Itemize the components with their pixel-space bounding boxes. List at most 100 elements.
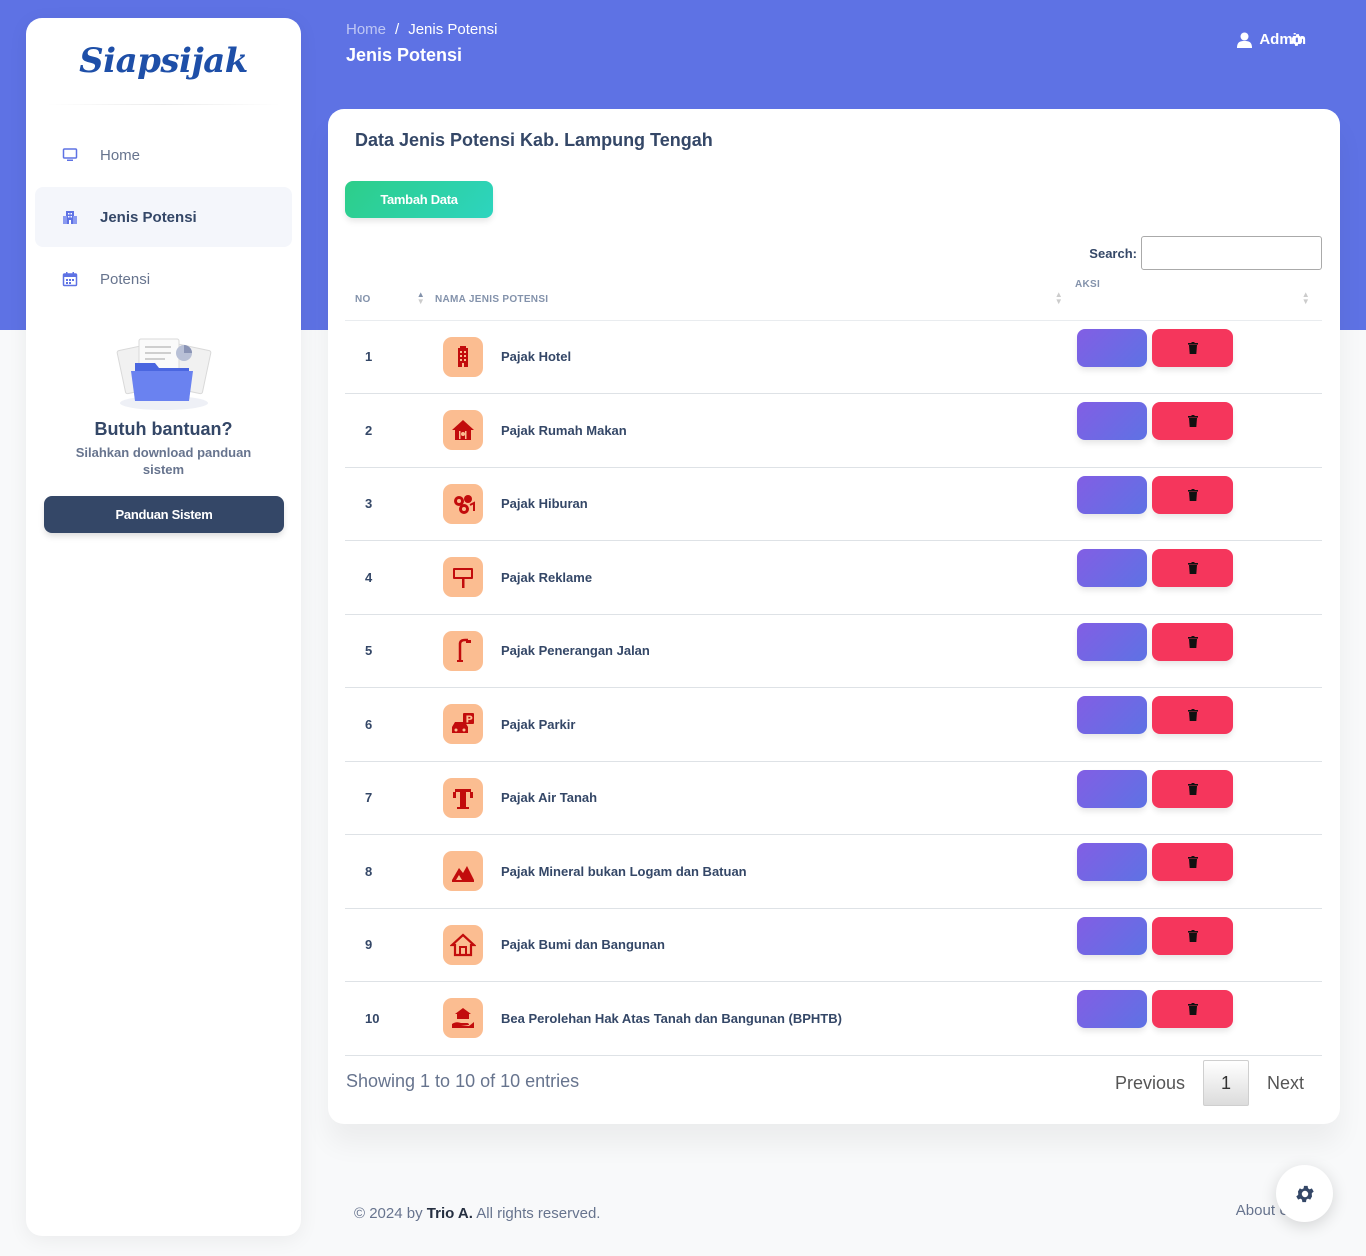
edit-button[interactable] [1077,622,1147,661]
row-actions [1075,981,1322,1056]
search-label: Search: [1089,245,1137,261]
row-name-cell: Pajak Mineral bukan Logam dan Batuan [435,834,1075,909]
row-actions [1075,320,1322,394]
user-icon [1237,32,1253,48]
breadcrumb-home-link[interactable]: Home [346,21,387,38]
column-header-aksi[interactable]: Aksi ▲ ▼ [1075,279,1322,321]
row-actions [1075,687,1322,762]
action-buttons [1075,990,1322,1028]
row-actions [1075,614,1322,688]
table-row: 3 Pajak Hiburan [345,467,1322,541]
tambah-data-button[interactable]: Tambah Data [345,181,493,218]
house-icon [443,924,483,965]
row-actions [1075,540,1322,615]
column-header-nama[interactable]: Nama Jenis Potensi ▲ ▼ [435,279,1075,321]
row-name-cell: Pajak Hotel [435,320,1075,394]
edit-button[interactable] [1077,328,1147,367]
delete-button[interactable] [1152,990,1233,1028]
row-name-wrap: Bea Perolehan Hak Atas Tanah dan Banguna… [435,998,1075,1039]
sidebar-divider [46,104,281,105]
edit-button[interactable] [1077,402,1147,440]
sidebar-item-home[interactable]: Home [35,125,292,185]
brand-logo[interactable]: Siapsijak [26,18,301,104]
panduan-sistem-button[interactable]: Panduan Sistem [44,496,284,533]
delete-button[interactable] [1152,769,1233,808]
table-row: 2 Pajak Rumah Makan [345,393,1322,468]
restaurant-icon [443,410,483,451]
row-number: 3 [345,467,435,541]
row-name: Pajak Penerangan Jalan [501,643,650,659]
row-name-cell: Pajak Penerangan Jalan [435,614,1075,688]
delete-button[interactable] [1152,843,1233,881]
search-box: Search: [1089,236,1322,270]
row-name: Pajak Parkir [501,716,576,732]
delete-button[interactable] [1152,328,1233,367]
table-row: 1 Pajak Hotel [345,320,1322,394]
gear-icon [1295,1185,1314,1202]
edit-button[interactable] [1077,696,1147,734]
row-actions [1075,908,1322,982]
action-buttons [1075,843,1322,881]
row-name-cell: Pajak Reklame [435,540,1075,615]
sidebar-item-label: Home [100,146,141,164]
sidebar-item-potensi[interactable]: Potensi [35,249,292,309]
edit-button[interactable] [1077,549,1147,587]
building-icon [62,209,78,225]
action-buttons [1075,916,1322,955]
row-name-wrap: Pajak Mineral bukan Logam dan Batuan [435,851,1075,892]
delete-button[interactable] [1152,696,1233,734]
edit-button[interactable] [1077,916,1147,955]
action-buttons [1075,475,1322,514]
column-header-no[interactable]: No ▲ ▼ [345,279,435,321]
delete-button[interactable] [1152,475,1233,514]
trash-icon [1187,562,1198,574]
mineral-icon [443,851,483,892]
delete-button[interactable] [1152,402,1233,440]
action-buttons [1075,402,1322,440]
edit-button[interactable] [1077,843,1147,881]
row-name: Pajak Mineral bukan Logam dan Batuan [501,863,747,879]
row-name-wrap: Pajak Air Tanah [435,777,1075,818]
table-row: 5 Pajak Penerangan Jalan [345,614,1322,688]
row-name-cell: Bea Perolehan Hak Atas Tanah dan Banguna… [435,981,1075,1056]
row-actions [1075,393,1322,468]
row-name-wrap: Pajak Hotel [435,336,1075,377]
search-input[interactable] [1141,236,1322,270]
edit-button[interactable] [1077,475,1147,514]
sidebar-item-jenis-potensi[interactable]: Jenis Potensi [35,187,292,247]
settings-gear-icon[interactable] [1289,32,1305,48]
action-buttons [1075,622,1322,661]
next-page-button[interactable]: Next [1266,1072,1304,1093]
row-number: 7 [345,761,435,835]
sidebar-item-label: Potensi [100,270,151,288]
edit-button[interactable] [1077,769,1147,808]
row-name-wrap: Pajak Bumi dan Bangunan [435,924,1075,965]
sidebar-nav: Home Jenis Potensi Potensi [26,125,301,309]
calendar-icon [62,271,78,287]
row-number: 6 [345,687,435,762]
footer-author-link[interactable]: Trio A. [426,1205,473,1222]
delete-button[interactable] [1152,916,1233,955]
delete-button[interactable] [1152,622,1233,661]
trash-icon [1187,635,1198,648]
table-row: 7 Pajak Air Tanah [345,761,1322,835]
property-transfer-icon [443,998,483,1039]
breadcrumb-current: Jenis Potensi [408,21,498,38]
row-actions [1075,761,1322,835]
row-name-wrap: P Pajak Parkir [435,704,1075,745]
svg-text:P: P [466,715,473,726]
trash-icon [1187,341,1198,354]
page-1-button[interactable]: 1 [1202,1060,1249,1106]
configurator-button[interactable] [1276,1165,1333,1222]
delete-button[interactable] [1152,549,1233,587]
billboard-icon [443,557,483,598]
edit-button[interactable] [1077,990,1147,1028]
trash-icon [1187,1003,1198,1015]
brand-name: Siapsijak [79,41,248,81]
row-name-cell: P Pajak Parkir [435,687,1075,762]
row-number: 10 [345,981,435,1056]
footer-about-link[interactable]: About U [1235,1202,1290,1219]
sort-icon: ▲ ▼ [1301,290,1310,306]
row-number: 5 [345,614,435,688]
previous-page-button[interactable]: Previous [1114,1072,1185,1093]
